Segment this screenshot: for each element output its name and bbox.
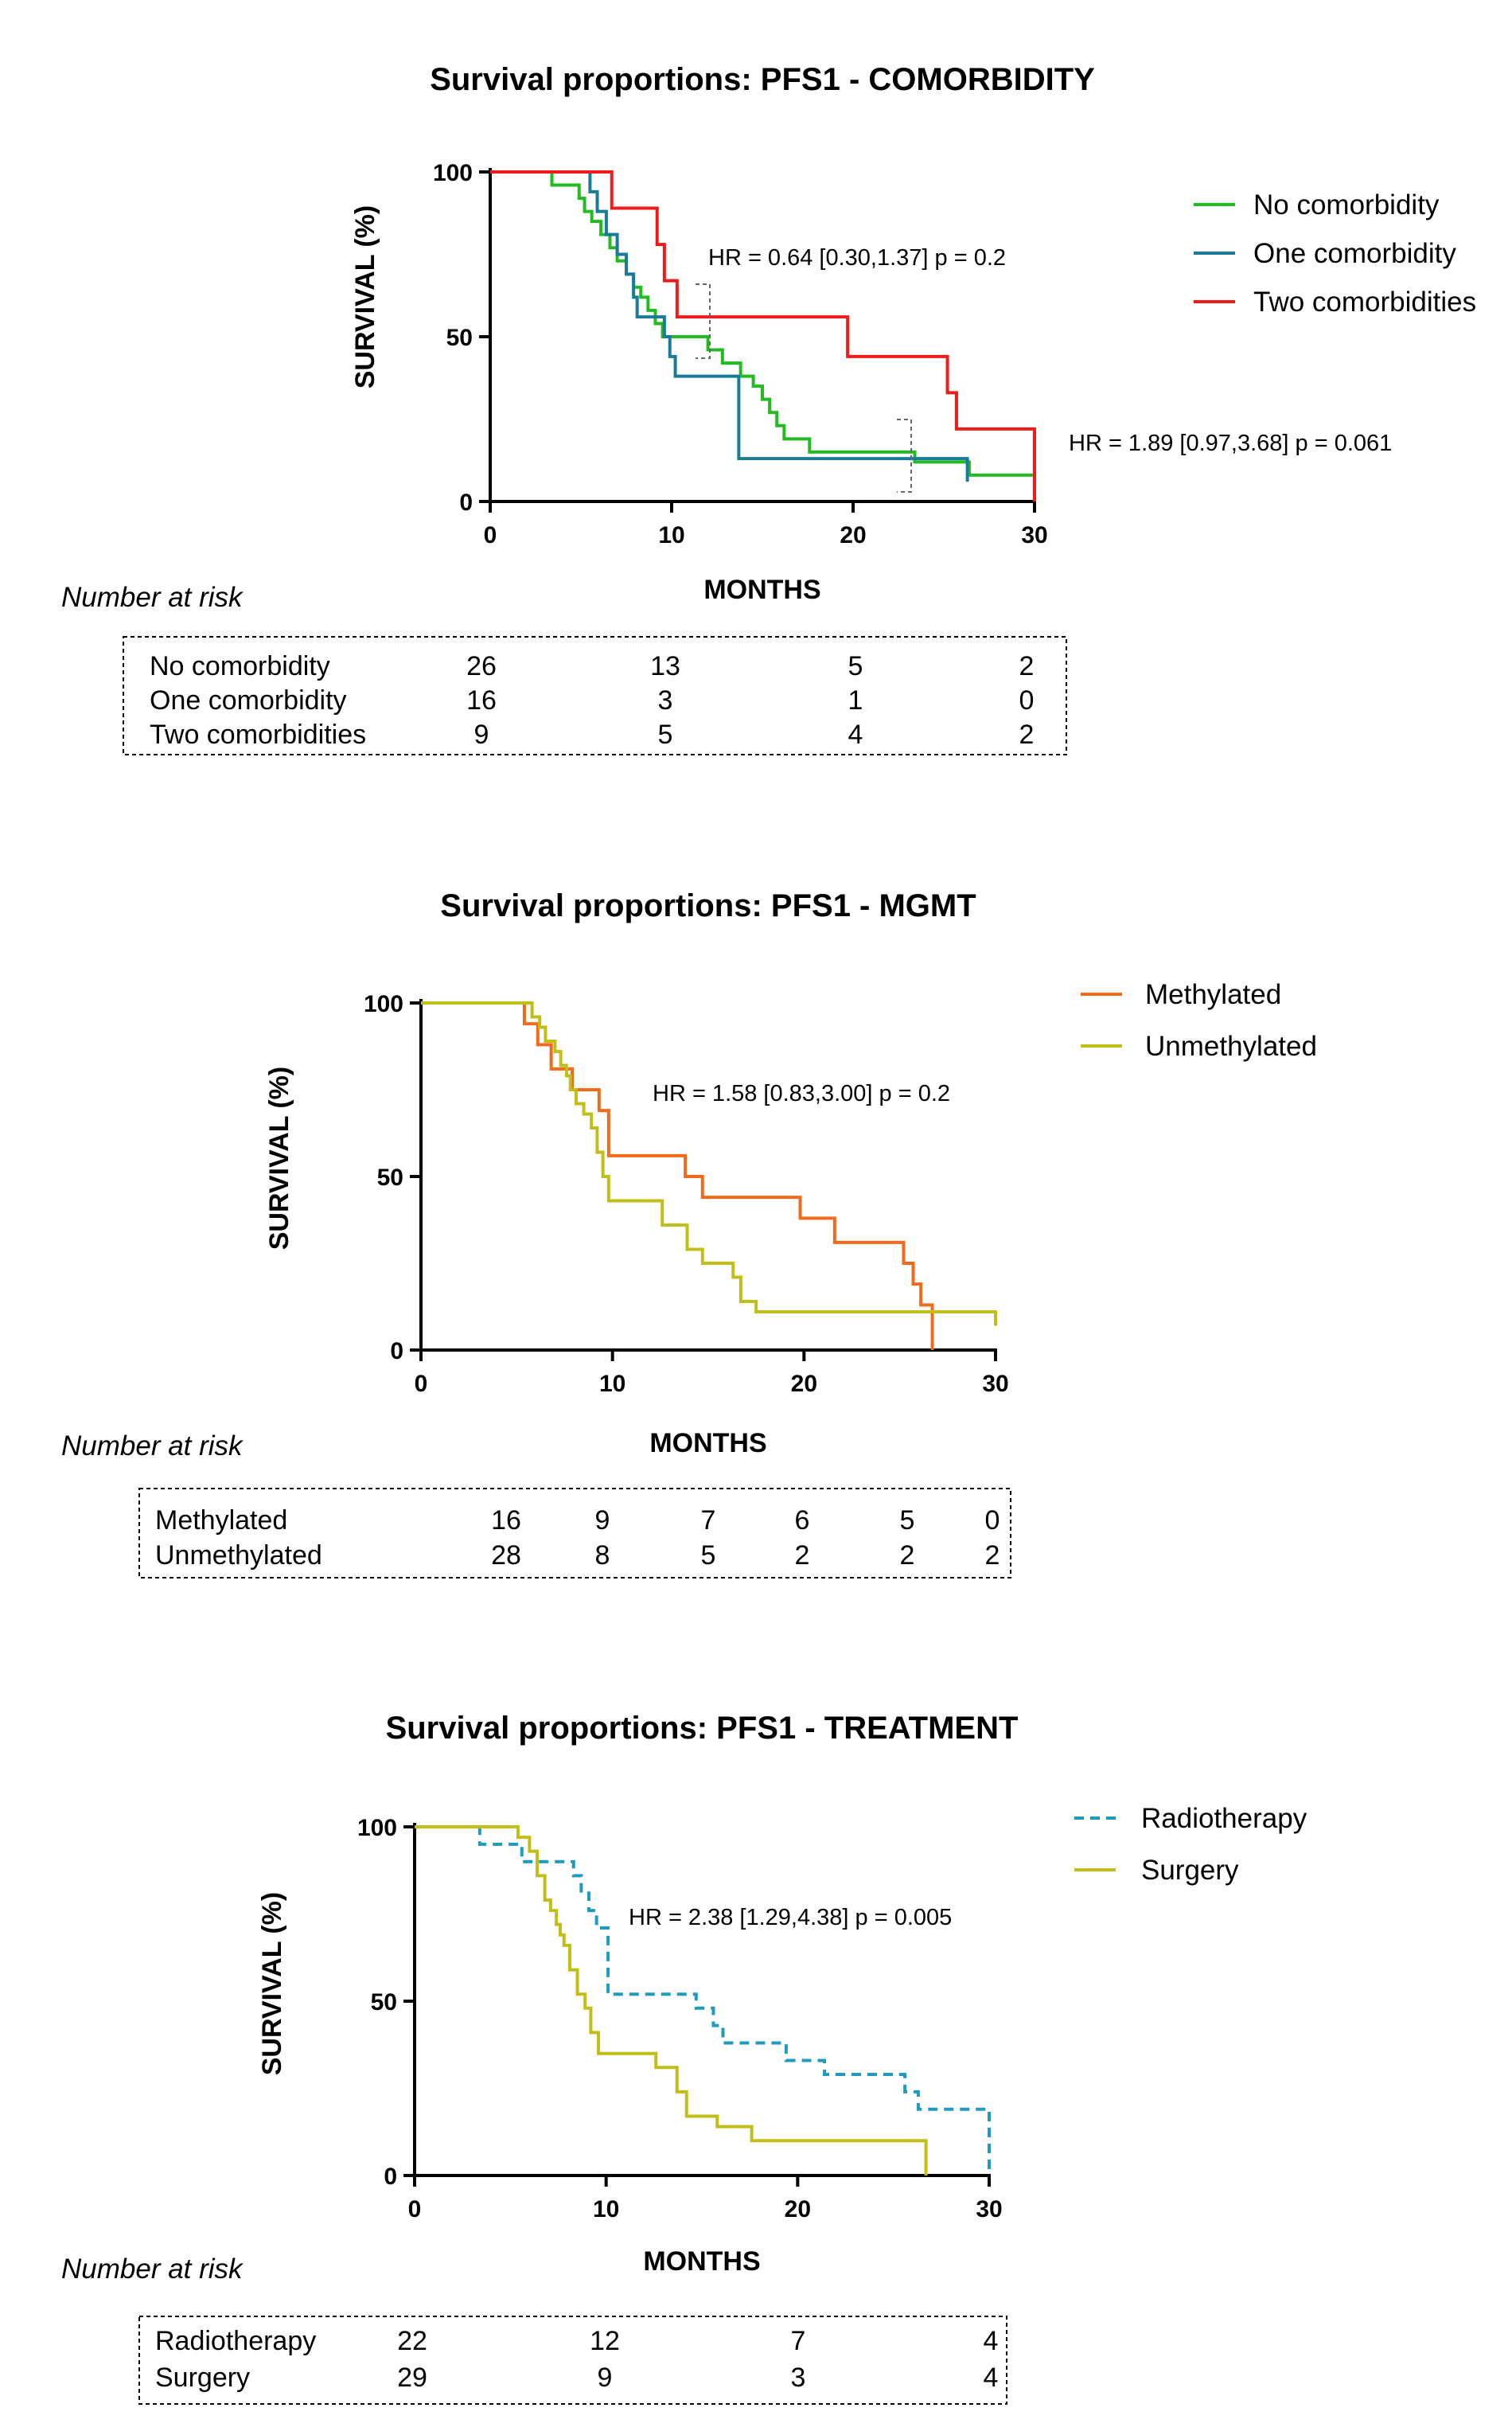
risk-row-name: Unmethylated xyxy=(155,1540,322,1571)
y-axis-label: SURVIVAL (%) xyxy=(257,1892,287,2075)
risk-table-box xyxy=(138,1488,1011,1578)
y-tick-label: 50 xyxy=(446,325,473,351)
y-tick-label: 50 xyxy=(371,1989,397,2016)
x-axis-label: MONTHS xyxy=(703,575,820,605)
y-tick-label: 0 xyxy=(384,2164,397,2190)
x-tick-label: 0 xyxy=(415,1371,428,1397)
km-curve-one-comorbidity xyxy=(490,170,969,482)
legend-label: Radiotherapy xyxy=(1141,1803,1307,1834)
chart-3: Survival proportions: PFS1 - TREATMENT 0 1… xyxy=(61,1711,1307,2405)
risk-count: 4 xyxy=(848,720,863,750)
hr-annotation: HR = 1.58 [0.83,3.00] p = 0.2 xyxy=(653,1081,950,1106)
km-curve-radiotherapy xyxy=(415,1825,991,2176)
risk-count: 2 xyxy=(900,1540,915,1571)
km-curve-methylated xyxy=(421,1001,934,1350)
comparison-bracket xyxy=(897,419,912,493)
hr-annotation: HR = 0.64 [0.30,1.37] p = 0.2 xyxy=(708,245,1006,271)
risk-count: 5 xyxy=(900,1505,915,1536)
y-tick-label: 0 xyxy=(390,1338,403,1364)
risk-count: 0 xyxy=(1019,685,1035,716)
km-curve-unmethylated xyxy=(421,1001,997,1326)
risk-count: 1 xyxy=(848,685,863,716)
x-tick-label: 0 xyxy=(484,522,497,548)
risk-table-label: Number at risk xyxy=(61,1430,244,1461)
chart-1: Survival proportions: PFS1 - COMORBIDITY… xyxy=(61,62,1476,755)
risk-count: 16 xyxy=(491,1505,521,1536)
risk-table-box xyxy=(138,2316,1007,2405)
y-tick-label: 100 xyxy=(357,1815,397,1841)
risk-count: 29 xyxy=(397,2363,427,2393)
risk-row-name: Radiotherapy xyxy=(155,2326,316,2356)
y-tick-label: 0 xyxy=(459,490,473,516)
x-axis-label: MONTHS xyxy=(649,1428,766,1458)
risk-count: 0 xyxy=(985,1505,1000,1536)
risk-count: 9 xyxy=(595,1505,610,1536)
risk-row-name: No comorbidity xyxy=(150,651,330,681)
risk-count: 9 xyxy=(598,2363,613,2393)
y-tick-label: 100 xyxy=(364,991,403,1017)
legend-label: Two comorbidities xyxy=(1253,287,1476,318)
risk-row-name: Two comorbidities xyxy=(150,720,366,750)
risk-count: 5 xyxy=(701,1540,716,1571)
risk-count: 4 xyxy=(984,2363,999,2393)
y-axis-label: SURVIVAL (%) xyxy=(264,1067,294,1250)
risk-count: 6 xyxy=(795,1505,810,1536)
risk-count: 13 xyxy=(650,651,680,681)
comparison-bracket xyxy=(696,283,711,359)
legend-label: No comorbidity xyxy=(1253,189,1440,220)
hr-annotation: HR = 1.89 [0.97,3.68] p = 0.061 xyxy=(1069,431,1392,456)
risk-table-box xyxy=(123,636,1067,755)
risk-row-name: One comorbidity xyxy=(150,685,347,716)
y-axis-label: SURVIVAL (%) xyxy=(350,205,380,388)
km-curve-surgery xyxy=(415,1825,928,2176)
legend-label: Unmethylated xyxy=(1145,1031,1317,1062)
risk-count: 9 xyxy=(474,720,489,750)
risk-count: 26 xyxy=(466,651,497,681)
chart-title: Survival proportions: PFS1 - COMORBIDITY xyxy=(430,62,1095,97)
x-tick-label: 20 xyxy=(791,1371,817,1397)
risk-count: 2 xyxy=(1019,651,1035,681)
risk-count: 5 xyxy=(848,651,863,681)
risk-count: 2 xyxy=(985,1540,1000,1571)
chart-title: Survival proportions: PFS1 - MGMT xyxy=(440,888,976,923)
legend-label: One comorbidity xyxy=(1253,238,1456,269)
x-tick-label: 20 xyxy=(785,2196,811,2222)
risk-count: 2 xyxy=(1019,720,1035,750)
x-tick-label: 30 xyxy=(1021,522,1047,548)
risk-table-label: Number at risk xyxy=(61,582,244,613)
km-curve-no-comorbidity xyxy=(490,170,1036,501)
x-tick-label: 10 xyxy=(599,1371,625,1397)
y-tick-label: 50 xyxy=(377,1165,403,1191)
hr-annotation: HR = 2.38 [1.29,4.38] p = 0.005 xyxy=(629,1905,952,1930)
x-tick-label: 0 xyxy=(408,2196,422,2222)
risk-count: 8 xyxy=(595,1540,610,1571)
chart-title: Survival proportions: PFS1 - TREATMENT xyxy=(386,1711,1019,1746)
risk-row-name: Methylated xyxy=(155,1505,287,1536)
risk-table-label: Number at risk xyxy=(61,2254,244,2285)
km-curve-two-comorbidities xyxy=(490,170,1036,501)
x-tick-label: 30 xyxy=(982,1371,1008,1397)
risk-count: 5 xyxy=(658,720,673,750)
risk-count: 3 xyxy=(658,685,673,716)
y-tick-label: 100 xyxy=(433,160,473,186)
x-tick-label: 10 xyxy=(658,522,684,548)
risk-count: 7 xyxy=(791,2326,806,2356)
risk-count: 16 xyxy=(466,685,497,716)
x-tick-label: 20 xyxy=(840,522,866,548)
legend-label: Surgery xyxy=(1141,1855,1239,1886)
risk-count: 28 xyxy=(491,1540,521,1571)
risk-count: 22 xyxy=(397,2326,427,2356)
risk-count: 2 xyxy=(795,1540,810,1571)
risk-count: 4 xyxy=(984,2326,999,2356)
x-axis-label: MONTHS xyxy=(643,2246,760,2277)
risk-count: 7 xyxy=(701,1505,716,1536)
x-tick-label: 10 xyxy=(593,2196,619,2222)
x-tick-label: 30 xyxy=(976,2196,1002,2222)
risk-count: 3 xyxy=(791,2363,806,2393)
risk-count: 12 xyxy=(590,2326,620,2356)
risk-row-name: Surgery xyxy=(155,2363,250,2393)
legend-label: Methylated xyxy=(1145,979,1281,1010)
